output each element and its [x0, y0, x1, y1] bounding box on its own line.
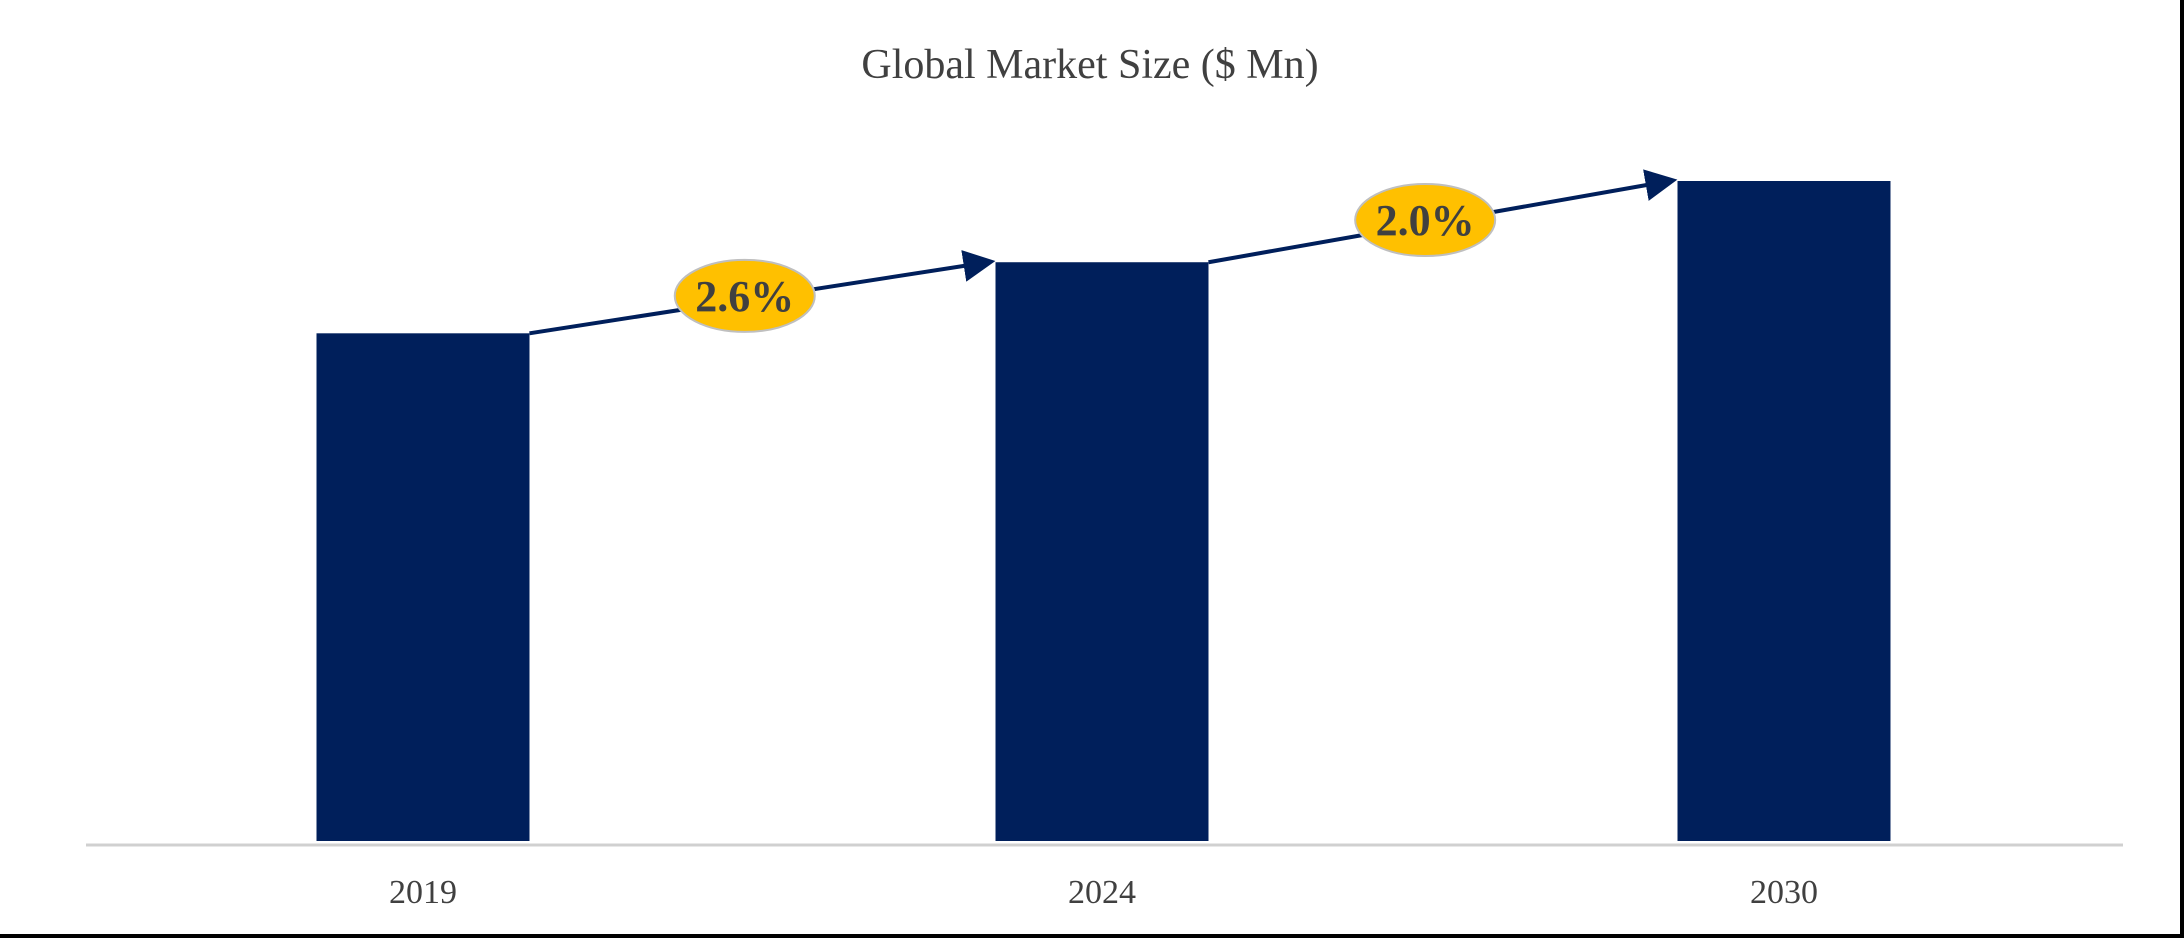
x-tick-label: 2019: [389, 874, 457, 911]
bar-2024: [995, 262, 1209, 841]
cagr-label: 2.0%: [1376, 196, 1475, 245]
chart-title: Global Market Size ($ Mn): [861, 42, 1318, 88]
bar-2030: [1677, 181, 1891, 841]
bar-2019: [316, 333, 530, 841]
x-tick-label: 2024: [1068, 874, 1136, 911]
cagr-badge: [1354, 183, 1497, 258]
cagr-label: 2.6%: [695, 272, 794, 321]
cagr-badge: [673, 258, 816, 333]
x-tick-label: 2030: [1750, 874, 1818, 911]
